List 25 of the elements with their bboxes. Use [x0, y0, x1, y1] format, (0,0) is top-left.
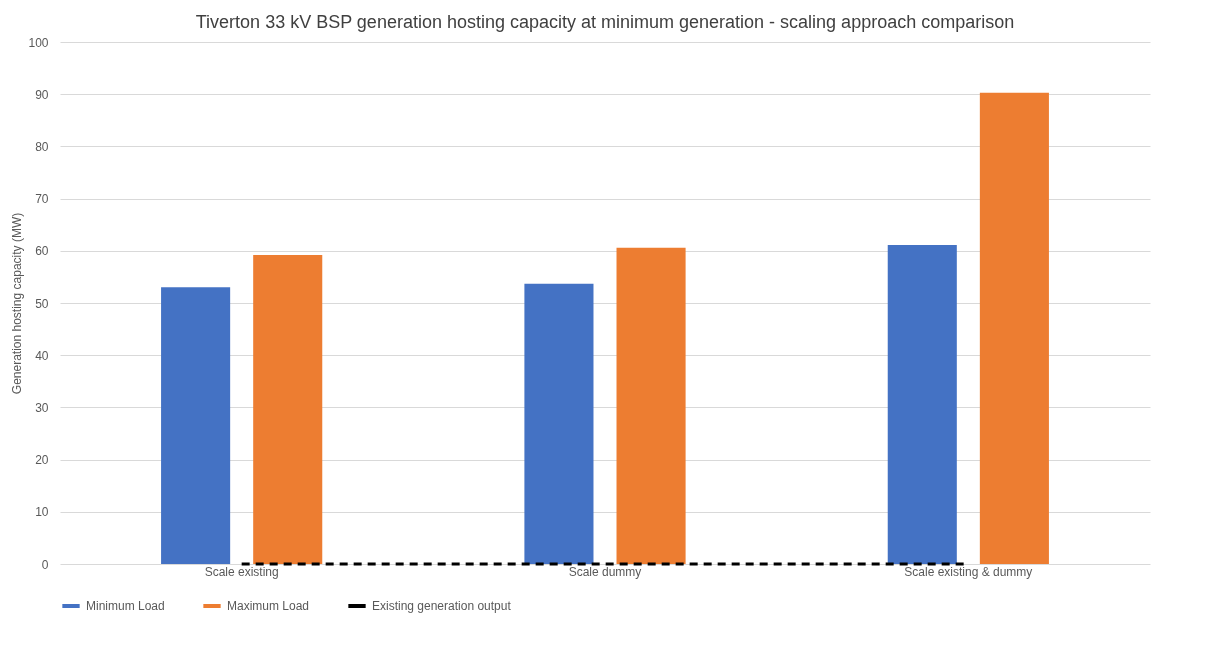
y-tick-label: 40 — [35, 348, 49, 363]
legend-label: Existing generation output — [372, 599, 512, 613]
bar — [979, 92, 1049, 564]
y-tick-label: 10 — [35, 505, 49, 520]
x-tick-label: Scale dummy — [568, 564, 642, 579]
y-tick-label: 80 — [35, 139, 49, 154]
bar — [524, 283, 594, 564]
bar — [887, 245, 957, 564]
bar — [161, 287, 231, 564]
bar — [616, 247, 686, 564]
legend-label: Maximum Load — [227, 599, 310, 613]
y-tick-label: 100 — [28, 35, 49, 50]
y-tick-label: 60 — [35, 244, 49, 259]
y-tick-label: 90 — [35, 87, 49, 102]
y-axis-title: Generation hosting capacity (MW) — [10, 212, 25, 395]
legend-label: Minimum Load — [86, 599, 165, 613]
x-tick-label: Scale existing — [204, 564, 279, 579]
y-tick-label: 0 — [41, 557, 49, 572]
bar — [253, 254, 323, 564]
y-tick-label: 70 — [35, 192, 49, 207]
y-tick-label: 20 — [35, 453, 49, 468]
y-tick-label: 50 — [35, 296, 49, 311]
y-tick-label: 30 — [35, 400, 49, 415]
x-tick-label: Scale existing & dummy — [904, 564, 1033, 579]
chart-title: Tiverton 33 kV BSP generation hosting capacity at minimum generation - scaling approach comparison — [195, 12, 1015, 32]
